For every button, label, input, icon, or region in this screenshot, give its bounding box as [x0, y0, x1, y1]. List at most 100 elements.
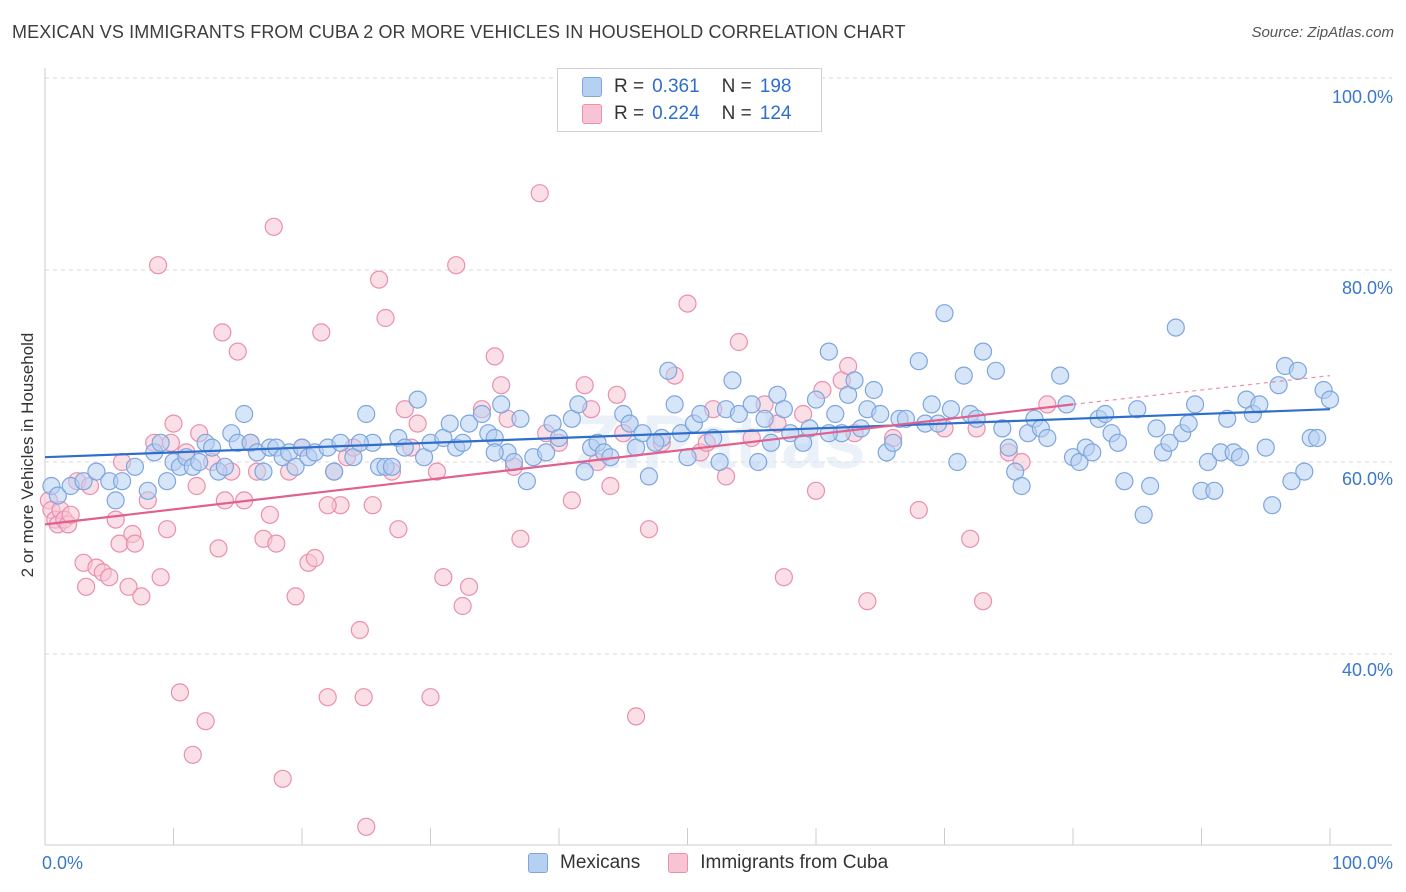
cuba-point [678, 294, 697, 313]
cuba-point [264, 217, 283, 236]
mexican-point [492, 395, 511, 414]
mexican-point [1320, 390, 1340, 409]
cuba-point [639, 520, 659, 539]
mexican-point [472, 404, 491, 424]
mexican-point [87, 462, 106, 481]
mexican-point [157, 472, 177, 491]
mexican-point [440, 414, 459, 433]
cuba-point [350, 620, 369, 640]
cuba-point [973, 592, 993, 611]
mexican-point [48, 486, 67, 505]
mexican-point [806, 390, 826, 409]
mexican-point [350, 433, 369, 452]
mexican-point [1115, 472, 1134, 491]
mexican-point [729, 404, 749, 424]
mexican-point [1096, 404, 1115, 424]
r-label: R = [614, 76, 645, 97]
mexican-point [1012, 476, 1031, 496]
legend-item-mexicans[interactable]: Mexicans [528, 852, 640, 874]
mexican-point [819, 342, 838, 361]
cuba-point [427, 462, 447, 481]
mexicans-swatch-icon [582, 77, 602, 97]
n-value: 198 [759, 76, 792, 97]
cuba-point [858, 592, 877, 611]
n-label: N = [721, 103, 752, 124]
cuba-point [77, 577, 96, 596]
mexican-point [1083, 443, 1102, 462]
source-credit: Source: ZipAtlas.com [1251, 24, 1394, 41]
mexican-point [826, 404, 845, 424]
cuba-point [187, 476, 206, 496]
mexican-point [190, 452, 209, 472]
cuba-point [459, 577, 479, 596]
mexican-point [1230, 448, 1250, 467]
cuba-point [395, 400, 414, 419]
gridlines [45, 77, 1392, 655]
mexican-point [691, 404, 710, 424]
mexican-point [967, 409, 986, 428]
cuba-point [511, 529, 530, 548]
x-tick-label-100: 100.0% [1331, 853, 1393, 873]
r-label: R = [614, 103, 645, 124]
mexican-point [202, 438, 222, 457]
mexican-point [1185, 395, 1205, 414]
mexican-point [941, 400, 961, 419]
cuba-points [39, 184, 1057, 836]
mexican-point [235, 404, 254, 424]
cuba-point [485, 347, 504, 366]
cuba-point [389, 520, 408, 539]
mexican-point [1256, 438, 1275, 457]
mexican-point [395, 438, 414, 457]
mexican-point [1282, 472, 1301, 491]
cuba-point [151, 568, 170, 587]
cuba-point [626, 707, 646, 726]
mexican-point [517, 472, 536, 491]
mexican-point [151, 433, 170, 452]
mexican-point [382, 457, 402, 476]
mexican-point [331, 433, 350, 452]
cuba-point [354, 688, 373, 707]
mexican-point [922, 395, 941, 414]
cuba-point [106, 510, 125, 529]
mexican-point [864, 380, 883, 400]
mexican-point [408, 390, 427, 409]
cuba-swatch-icon [582, 104, 602, 124]
mexican-point [973, 342, 993, 361]
mexican-point [575, 462, 594, 481]
mexican-point [1134, 505, 1153, 524]
mexican-point [639, 467, 659, 486]
cuba-point [164, 414, 183, 433]
cuba-point [183, 745, 202, 764]
mexican-point [325, 462, 344, 481]
series-legend: Mexicans Immigrants from Cuba [528, 852, 916, 874]
mexican-point [254, 462, 273, 481]
chart-title: MEXICAN VS IMMIGRANTS FROM CUBA 2 OR MOR… [12, 22, 906, 42]
mexican-point [74, 472, 93, 491]
cuba-point [318, 496, 337, 515]
mexican-point [1147, 419, 1166, 438]
mexican-point [845, 371, 864, 390]
mexican-point [1269, 376, 1288, 395]
cuba-point [132, 587, 151, 606]
mexican-point [948, 452, 967, 472]
legend-row-mexicans: R = 0.361 N = 198 [582, 74, 791, 100]
trend-lines [44, 375, 1331, 526]
cuba-point [312, 323, 331, 342]
mexican-point [1308, 428, 1327, 448]
mexican-point [1250, 395, 1269, 414]
legend-item-cuba[interactable]: Immigrants from Cuba [668, 852, 888, 874]
mexican-point [723, 371, 742, 390]
mexican-point [646, 433, 665, 452]
cuba-swatch-icon [668, 853, 689, 873]
r-value: 0.224 [652, 103, 700, 124]
mexican-point [633, 424, 652, 443]
cuba-point [492, 376, 511, 395]
cuba-point [125, 534, 145, 553]
mexican-point [357, 404, 376, 424]
legend-row-cuba: R = 0.224 N = 124 [582, 101, 791, 127]
mexican-point [1295, 462, 1314, 481]
mexican-point [569, 395, 588, 414]
mexican-point [710, 452, 729, 472]
cuba-point [447, 256, 466, 275]
